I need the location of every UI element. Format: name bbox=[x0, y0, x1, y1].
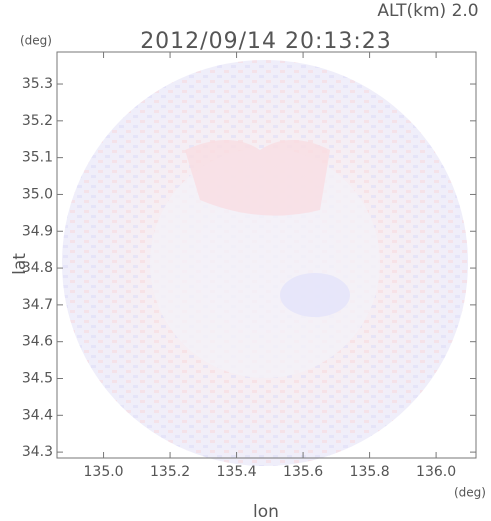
scan-inner bbox=[150, 148, 380, 378]
x-axis-label: lon bbox=[253, 502, 279, 521]
altitude-label: ALT(km) 2.0 bbox=[377, 1, 478, 21]
plot-frame bbox=[56, 51, 477, 459]
y-tick-label: 34.8 bbox=[22, 260, 53, 276]
y-tick-label: 34.5 bbox=[22, 370, 53, 386]
y-tick-label: 35.2 bbox=[22, 113, 53, 129]
x-tick-label: 135.8 bbox=[350, 464, 390, 480]
y-unit: (deg) bbox=[20, 34, 52, 48]
y-tick-label: 35.3 bbox=[22, 76, 53, 92]
y-tick-label: 34.6 bbox=[22, 334, 53, 350]
x-tick-label: 135.2 bbox=[150, 464, 190, 480]
y-tick-label: 35.1 bbox=[22, 150, 53, 166]
y-axis-label: lat bbox=[10, 253, 30, 275]
y-tick-label: 35.0 bbox=[22, 186, 53, 202]
x-unit: (deg) bbox=[454, 486, 486, 500]
y-tick-label: 34.3 bbox=[22, 444, 53, 460]
x-tick-label: 135.0 bbox=[84, 464, 124, 480]
y-tick-label: 34.9 bbox=[22, 223, 53, 239]
x-tick-label: 135.4 bbox=[217, 464, 257, 480]
radar-disc bbox=[62, 60, 468, 466]
echo-region bbox=[280, 273, 350, 317]
x-tick-label: 135.6 bbox=[283, 464, 323, 480]
y-tick-label: 34.4 bbox=[22, 407, 53, 423]
echo-region bbox=[185, 140, 330, 216]
y-tick-label: 34.7 bbox=[22, 297, 53, 313]
x-tick-label: 136.0 bbox=[416, 464, 456, 480]
chart-title: 2012/09/14 20:13:23 bbox=[140, 29, 392, 54]
